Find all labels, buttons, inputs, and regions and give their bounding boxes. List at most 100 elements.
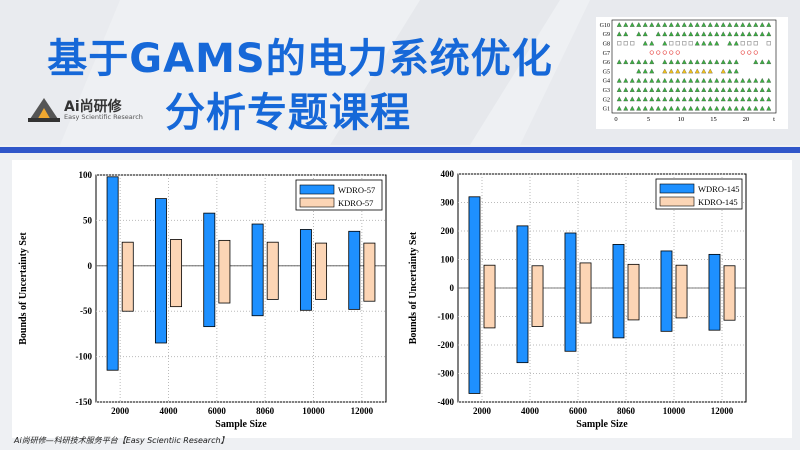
- chart-145: 400 300 200 100 0 -100 -200 -300 -400 2000 4000 600…: [408, 169, 747, 430]
- inset-marker: [668, 96, 674, 102]
- x-tick-label: 6000: [208, 406, 227, 416]
- inset-row-label: G5: [603, 69, 610, 75]
- legend-swatch-wdro-57: [299, 184, 335, 195]
- inset-marker: [675, 77, 681, 83]
- inset-marker: [759, 31, 765, 37]
- inset-marker: [616, 87, 622, 92]
- inset-x-tick-label: 15: [710, 116, 717, 123]
- inset-marker: [759, 96, 765, 102]
- y-tick-label: -150: [76, 397, 93, 407]
- footer-text: Ai尚研修—科研技术服务平台【Easy Scientiic Research】: [14, 436, 229, 445]
- bar-kdro-57-4000: [170, 239, 183, 308]
- y-tick-label: -200: [438, 340, 455, 350]
- inset-marker: [759, 87, 765, 92]
- inset-marker: [753, 96, 759, 102]
- inset-marker: [616, 22, 622, 27]
- inset-marker: [727, 59, 733, 64]
- inset-marker: [655, 77, 661, 83]
- inset-marker: [636, 68, 642, 74]
- inset-marker: [668, 77, 674, 83]
- chart-panel-145: 400 300 200 100 0 -100 -200 -300 -400 2000 4000 600…: [402, 160, 792, 438]
- inset-row-label: G10: [600, 23, 610, 29]
- inset-marker: [701, 59, 707, 64]
- inset-marker: [629, 22, 635, 27]
- inset-marker: [655, 31, 661, 37]
- inset-marker: [655, 96, 661, 102]
- inset-row-label: G3: [603, 88, 610, 94]
- inset-marker: [675, 68, 681, 74]
- inset-marker: [649, 77, 655, 83]
- y-tick-label: 300: [441, 198, 455, 208]
- logo: Ai尚研修 Easy Scientific Research: [26, 96, 156, 126]
- inset-marker: [766, 105, 772, 111]
- inset-marker: [669, 41, 674, 46]
- inset-marker: [642, 59, 648, 64]
- bar-kdro-145-4000: [531, 265, 544, 327]
- inset-marker: [675, 105, 681, 111]
- inset-marker: [681, 77, 687, 83]
- y-tick-label: -100: [438, 312, 455, 322]
- inset-marker: [701, 96, 707, 102]
- inset-marker: [623, 105, 629, 111]
- inset-marker: [668, 22, 674, 27]
- y-tick-label: 200: [441, 226, 455, 236]
- inset-marker: [707, 87, 713, 92]
- inset-marker: [720, 31, 726, 37]
- inset-marker: [675, 59, 681, 64]
- bar-wdro-57-2000: [106, 176, 119, 371]
- title-line-2: 分析专题课程: [165, 90, 411, 136]
- chart-57: 100 50 0 -50 -100 -150 2000 4000 6000 8060 10000 12…: [18, 170, 387, 430]
- inset-marker: [688, 96, 694, 102]
- inset-marker: [759, 59, 765, 64]
- x-tick-label: 10000: [663, 406, 686, 416]
- inset-marker: [623, 22, 629, 27]
- inset-marker: [649, 50, 654, 55]
- x-axis-label: Sample Size: [576, 419, 628, 430]
- inset-marker: [681, 96, 687, 102]
- inset-marker: [701, 22, 707, 27]
- inset-marker: [766, 41, 771, 46]
- inset-plot-area: [611, 19, 777, 114]
- inset-marker: [707, 77, 713, 83]
- x-tick-label: 8060: [617, 406, 636, 416]
- inset-marker: [656, 50, 661, 55]
- inset-marker: [662, 22, 668, 27]
- x-tick-label: 4000: [160, 406, 179, 416]
- bar-wdro-145-8060: [612, 243, 625, 339]
- inset-marker: [701, 105, 707, 111]
- bar-kdro-145-2000: [483, 264, 496, 329]
- legend-label-wdro-145: WDRO-145: [698, 184, 740, 194]
- inset-marker: [746, 87, 752, 92]
- legend-swatch-kdro-145: [659, 196, 695, 207]
- inset-marker: [642, 31, 648, 37]
- bar-kdro-57-8060: [266, 241, 279, 300]
- y-tick-label: -300: [438, 369, 455, 379]
- inset-marker: [662, 68, 668, 74]
- bar-wdro-57-12000: [348, 230, 361, 310]
- inset-marker: [694, 59, 700, 64]
- inset-marker: [759, 22, 765, 27]
- legend-swatch-wdro-145: [659, 183, 695, 194]
- inset-marker: [688, 87, 694, 92]
- inset-row-label: G8: [603, 41, 610, 47]
- inset-marker: [675, 22, 681, 27]
- bar-wdro-145-6000: [564, 232, 577, 352]
- inset-marker: [669, 50, 674, 55]
- inset-marker: [636, 87, 642, 92]
- inset-marker: [714, 96, 720, 102]
- inset-x-tick-label: t: [773, 116, 775, 123]
- inset-marker: [747, 50, 752, 55]
- inset-marker: [740, 41, 745, 46]
- bar-kdro-145-10000: [675, 264, 688, 319]
- inset-marker: [662, 31, 668, 37]
- inset-marker: [688, 31, 694, 37]
- section-divider: [0, 147, 800, 153]
- bar-wdro-145-4000: [516, 225, 529, 364]
- x-axis-label: Sample Size: [215, 419, 267, 430]
- inset-x-tick-label: 5: [647, 116, 650, 123]
- inset-row-label: G9: [603, 32, 610, 38]
- inset-row-label: G1: [603, 107, 610, 113]
- chart-panel-57: 100 50 0 -50 -100 -150 2000 4000 6000 8060 10000 12…: [12, 160, 402, 438]
- inset-marker: [662, 59, 668, 64]
- inset-marker: [746, 105, 752, 111]
